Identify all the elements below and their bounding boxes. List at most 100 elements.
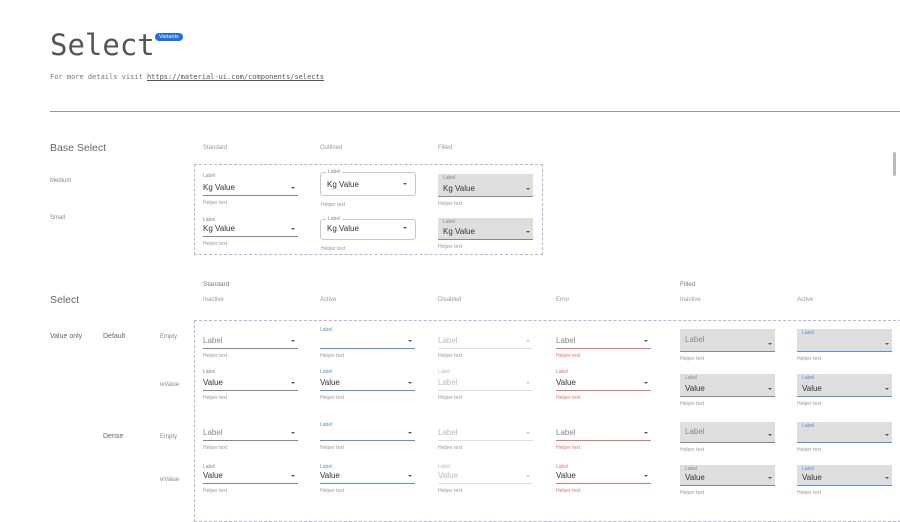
- dropdown-arrow-icon[interactable]: [291, 432, 295, 434]
- field-value: Label: [203, 336, 223, 345]
- field-label: Label: [203, 464, 216, 470]
- dropdown-arrow-icon[interactable]: [291, 228, 295, 230]
- field-label: Label: [802, 375, 815, 381]
- helper-text: Helper text: [556, 445, 581, 451]
- select-field-filled-active[interactable]: Label Value Helper text: [797, 374, 892, 407]
- dropdown-arrow-icon[interactable]: [526, 432, 530, 434]
- select-field-std-active[interactable]: Label Helper text: [320, 326, 415, 359]
- group-standard: Standard: [203, 281, 230, 288]
- field-value: Kg Value: [327, 180, 359, 189]
- select-field-std-error[interactable]: Label Value Helper text: [556, 368, 651, 401]
- dropdown-arrow-icon[interactable]: [291, 475, 295, 477]
- dropdown-arrow-icon[interactable]: [408, 432, 412, 434]
- select-field-std-active[interactable]: Label Value Helper text: [320, 463, 415, 494]
- select-field-filled-active[interactable]: Label Helper text: [797, 329, 892, 362]
- dropdown-arrow-icon[interactable]: [408, 382, 412, 384]
- dropdown-arrow-icon[interactable]: [644, 475, 648, 477]
- select-field-std-error[interactable]: Label Value Helper text: [556, 463, 651, 494]
- dropdown-arrow-icon[interactable]: [644, 382, 648, 384]
- helper-text: Helper text: [797, 356, 822, 362]
- select-field-std-inactive[interactable]: Label Value Helper text: [203, 368, 298, 401]
- select-field-filled-active[interactable]: Label Value Helper text: [797, 465, 892, 496]
- col-filled-inactive: Inactive: [680, 297, 701, 303]
- dropdown-arrow-icon[interactable]: [885, 434, 889, 436]
- select-field-std-base[interactable]: Label Kg Value Helper text: [203, 172, 298, 206]
- select-field-outl-base[interactable]: Label Kg Value Helper text: [320, 216, 416, 252]
- field-value: Value: [802, 473, 822, 482]
- value-text: Value: [455, 227, 475, 236]
- helper-text: Helper text: [203, 488, 228, 494]
- value-text: Value: [215, 183, 235, 192]
- helper-text: Helper text: [320, 445, 345, 451]
- dropdown-arrow-icon[interactable]: [408, 475, 412, 477]
- dropdown-arrow-icon[interactable]: [768, 388, 772, 390]
- helper-text: Helper text: [556, 488, 581, 494]
- dropdown-arrow-icon[interactable]: [291, 340, 295, 342]
- select-field-filled-inactive[interactable]: Label Value Helper text: [680, 374, 775, 407]
- field-value: Value: [203, 471, 223, 480]
- group-dense: Dense: [103, 433, 124, 440]
- dropdown-arrow-icon[interactable]: [526, 231, 530, 233]
- select-field-filled-inactive[interactable]: Label Value Helper text: [680, 465, 775, 496]
- unit-prefix: Kg: [443, 227, 453, 236]
- select-frame: [194, 320, 900, 522]
- row-dense-wvalue: wValue: [160, 477, 180, 483]
- select-field-std-disabled[interactable]: Label Value Helper text: [438, 463, 533, 494]
- field-label: Label: [443, 219, 456, 225]
- value-text: Value: [215, 224, 235, 233]
- field-label: Label: [802, 423, 815, 429]
- helper-text: Helper text: [320, 488, 345, 494]
- dropdown-arrow-icon[interactable]: [291, 382, 295, 384]
- field-label: Label: [320, 369, 333, 375]
- scrollbar[interactable]: [893, 152, 896, 176]
- helper-text: Helper text: [680, 401, 705, 407]
- dropdown-arrow-icon[interactable]: [885, 343, 889, 345]
- helper-text: Helper text: [320, 395, 345, 401]
- select-field-std-disabled[interactable]: Label Helper text: [438, 421, 533, 451]
- dropdown-arrow-icon[interactable]: [768, 477, 772, 479]
- dropdown-arrow-icon[interactable]: [403, 183, 407, 185]
- dropdown-arrow-icon[interactable]: [644, 340, 648, 342]
- select-field-std-disabled[interactable]: Label Helper text: [438, 326, 533, 359]
- value-text: Value: [339, 180, 359, 189]
- field-value: Value: [556, 378, 576, 387]
- dropdown-arrow-icon[interactable]: [526, 382, 530, 384]
- dropdown-arrow-icon[interactable]: [885, 477, 889, 479]
- select-field-std-error[interactable]: Label Helper text: [556, 421, 651, 451]
- col-outlined: Outlined: [320, 145, 343, 151]
- select-field-std-active[interactable]: Label Value Helper text: [320, 368, 415, 401]
- dropdown-arrow-icon[interactable]: [408, 340, 412, 342]
- field-label: Label: [802, 466, 815, 472]
- select-field-filled-base[interactable]: Label Kg Value Helper text: [438, 218, 533, 250]
- dropdown-arrow-icon[interactable]: [768, 434, 772, 436]
- dropdown-arrow-icon[interactable]: [885, 388, 889, 390]
- col-std-disabled: Disabled: [438, 297, 462, 303]
- field-value: Value: [685, 473, 705, 482]
- select-field-std-inactive[interactable]: Label Helper text: [203, 421, 298, 451]
- dropdown-arrow-icon[interactable]: [526, 188, 530, 190]
- dropdown-arrow-icon[interactable]: [526, 340, 530, 342]
- select-field-std-disabled[interactable]: Label Label Helper text: [438, 368, 533, 401]
- row-default-empty: Empty: [160, 334, 178, 340]
- dropdown-arrow-icon[interactable]: [526, 475, 530, 477]
- select-field-std-error[interactable]: Label Helper text: [556, 326, 651, 359]
- select-field-filled-active[interactable]: Label Helper text: [797, 422, 892, 453]
- select-field-filled-inactive[interactable]: Label Helper text: [680, 422, 775, 453]
- select-field-outl-base[interactable]: Label Kg Value Helper text: [320, 169, 416, 208]
- dropdown-arrow-icon[interactable]: [644, 432, 648, 434]
- field-value: Label: [685, 335, 705, 344]
- field-label: Label: [685, 466, 698, 472]
- select-field-std-inactive[interactable]: Label Value Helper text: [203, 463, 298, 494]
- select-field-std-base[interactable]: Label Kg Value Helper text: [203, 216, 298, 247]
- docs-link[interactable]: https://material-ui.com/components/selec…: [146, 73, 324, 81]
- select-field-std-active[interactable]: Label Helper text: [320, 421, 415, 451]
- dropdown-arrow-icon[interactable]: [291, 187, 295, 189]
- subtitle-text: For more details visit: [50, 73, 147, 81]
- helper-text: Helper text: [797, 401, 822, 407]
- select-field-filled-inactive[interactable]: Label Helper text: [680, 329, 775, 362]
- dropdown-arrow-icon[interactable]: [403, 227, 407, 229]
- row-small: Small: [50, 215, 66, 221]
- dropdown-arrow-icon[interactable]: [768, 343, 772, 345]
- select-field-filled-base[interactable]: Label Kg Value Helper text: [438, 174, 533, 207]
- select-field-std-inactive[interactable]: Label Helper text: [203, 326, 298, 359]
